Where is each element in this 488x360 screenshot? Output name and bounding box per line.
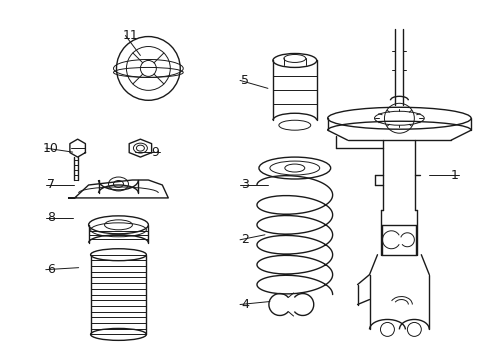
- Text: 4: 4: [241, 298, 248, 311]
- Text: 7: 7: [47, 179, 55, 192]
- Text: 3: 3: [241, 179, 248, 192]
- Text: 11: 11: [122, 29, 138, 42]
- Text: 9: 9: [151, 145, 159, 159]
- Text: 1: 1: [449, 168, 457, 181]
- Text: 2: 2: [241, 233, 248, 246]
- Text: 8: 8: [47, 211, 55, 224]
- Text: 5: 5: [241, 74, 248, 87]
- Text: 6: 6: [47, 263, 55, 276]
- Text: 10: 10: [43, 141, 59, 155]
